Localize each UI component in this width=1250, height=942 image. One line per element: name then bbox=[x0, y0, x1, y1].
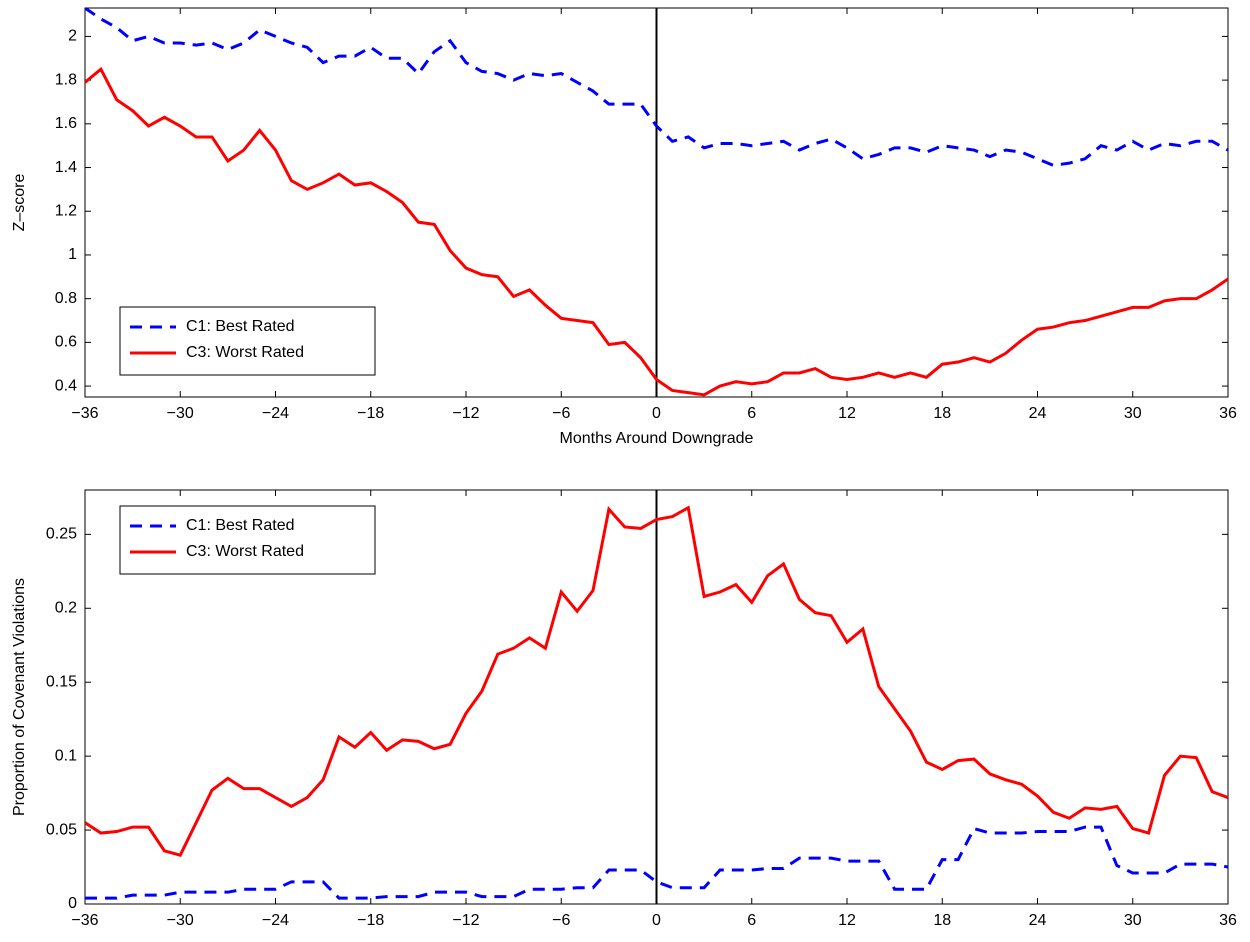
y-tick-label: 0 bbox=[68, 895, 77, 912]
data-line bbox=[85, 505, 1228, 857]
x-tick-label: 0 bbox=[652, 912, 661, 929]
y-tick-label: 1.2 bbox=[55, 202, 77, 219]
y-tick-label: 0.05 bbox=[46, 821, 77, 838]
data-line bbox=[85, 8, 1228, 167]
y-tick-label: 1 bbox=[68, 246, 77, 263]
x-tick-label: 12 bbox=[838, 405, 856, 422]
x-tick-label: −24 bbox=[262, 405, 289, 422]
x-tick-label: −18 bbox=[357, 912, 384, 929]
y-tick-label: 1.8 bbox=[55, 71, 77, 88]
x-tick-label: 36 bbox=[1219, 405, 1237, 422]
y-tick-label: 0.1 bbox=[55, 747, 77, 764]
legend-label: C3: Worst Rated bbox=[186, 543, 304, 560]
subplot: −36 −30 −24 −18 −12 −6 0 6 12 18 24 30 36 0 0.05 0.1 0.1… bbox=[11, 489, 1237, 929]
y-tick-label: 0.2 bbox=[55, 600, 77, 617]
y-axis-label: Proportion of Covenant Violations bbox=[11, 578, 28, 816]
y-tick-label: 1.6 bbox=[55, 115, 77, 132]
x-tick-label: −12 bbox=[452, 405, 479, 422]
subplot: −36 −30 −24 −18 −12 −6 0 6 12 18 24 30 36 0.4 0.6 0.8 1 1… bbox=[11, 7, 1237, 447]
y-axis-label: Z–score bbox=[11, 174, 28, 232]
x-tick-label: 24 bbox=[1029, 405, 1047, 422]
x-tick-label: 0 bbox=[652, 405, 661, 422]
y-tick-label: 1.4 bbox=[55, 159, 77, 176]
data-line bbox=[85, 66, 1228, 397]
x-tick-label: 18 bbox=[933, 912, 951, 929]
x-tick-label: −24 bbox=[262, 912, 289, 929]
x-tick-label: −18 bbox=[357, 405, 384, 422]
x-tick-label: 36 bbox=[1219, 912, 1237, 929]
x-tick-label: 30 bbox=[1124, 912, 1142, 929]
x-tick-label: 24 bbox=[1029, 912, 1047, 929]
x-axis-label: Months Around Downgrade bbox=[560, 430, 754, 447]
legend-box bbox=[119, 306, 376, 376]
y-tick-label: 0.15 bbox=[46, 673, 77, 690]
legend-label: C1: Best Rated bbox=[186, 318, 295, 335]
x-tick-label: −30 bbox=[167, 912, 194, 929]
data-line bbox=[85, 825, 1228, 900]
x-tick-label: 18 bbox=[933, 405, 951, 422]
y-tick-label: 0.8 bbox=[55, 290, 77, 307]
x-tick-label: 30 bbox=[1124, 405, 1142, 422]
y-tick-label: 2 bbox=[68, 28, 77, 45]
x-tick-label: 6 bbox=[747, 405, 756, 422]
x-tick-label: 6 bbox=[747, 912, 756, 929]
legend-box bbox=[119, 505, 376, 575]
x-tick-label: −6 bbox=[552, 405, 570, 422]
x-tick-label: −36 bbox=[71, 405, 98, 422]
legend-label: C3: Worst Rated bbox=[186, 344, 304, 361]
legend-label: C1: Best Rated bbox=[186, 517, 295, 534]
y-tick-label: 0.6 bbox=[55, 334, 77, 351]
x-tick-label: −36 bbox=[71, 912, 98, 929]
x-tick-label: −30 bbox=[167, 405, 194, 422]
y-tick-label: 0.4 bbox=[55, 377, 77, 394]
y-tick-label: 0.25 bbox=[46, 526, 77, 543]
x-tick-label: −12 bbox=[452, 912, 479, 929]
x-tick-label: 12 bbox=[838, 912, 856, 929]
x-tick-label: −6 bbox=[552, 912, 570, 929]
